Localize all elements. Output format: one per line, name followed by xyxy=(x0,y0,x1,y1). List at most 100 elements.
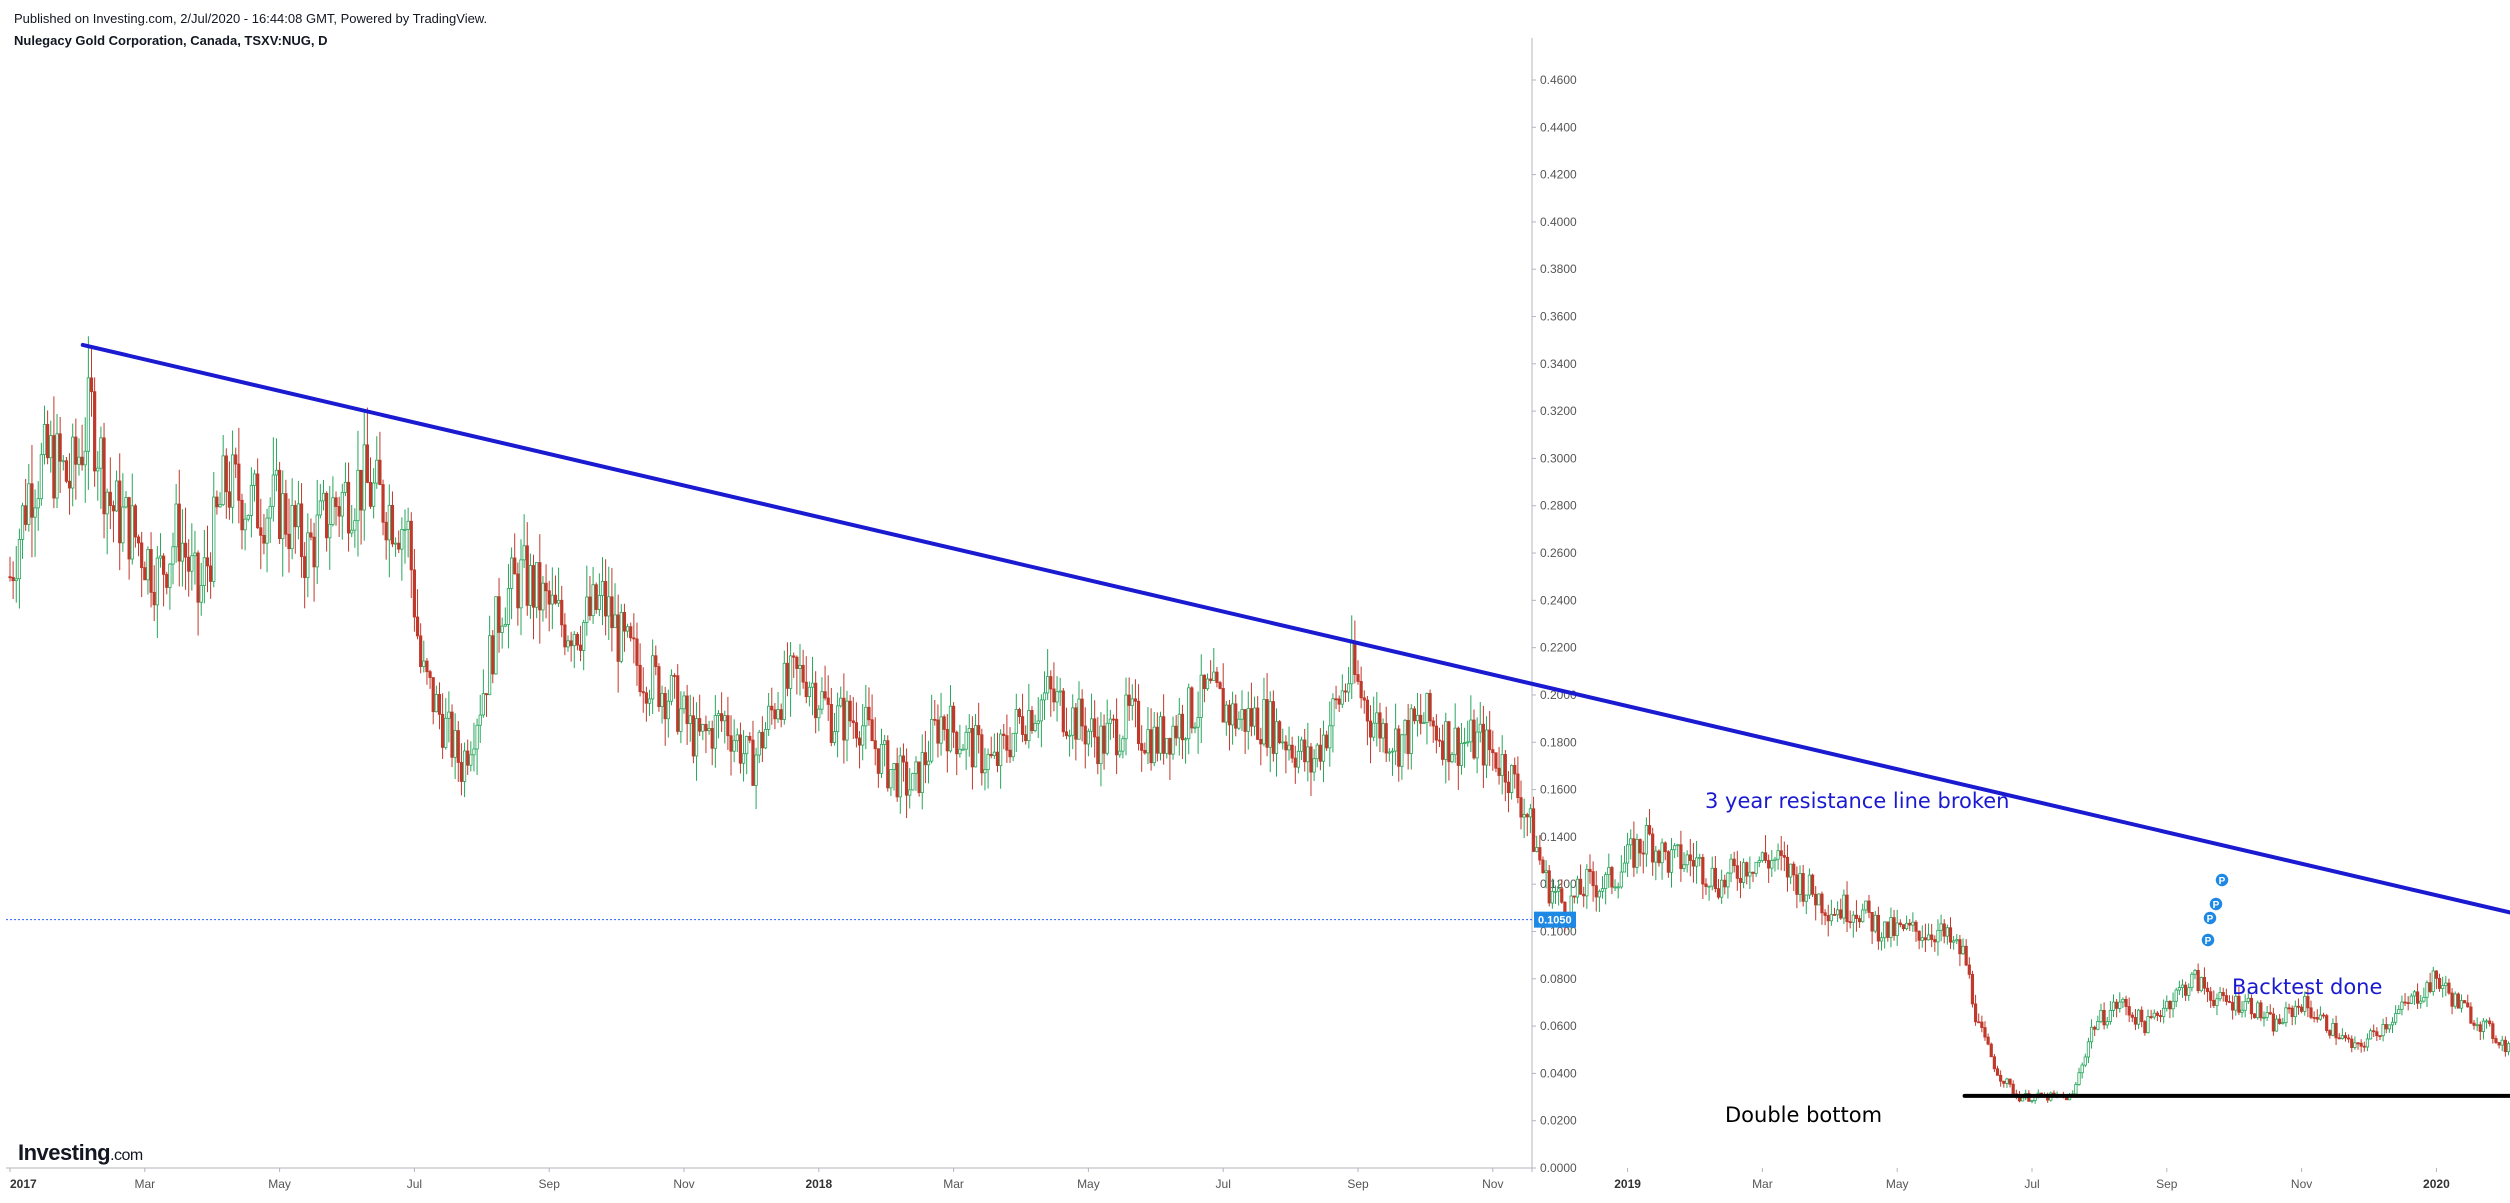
candle-body xyxy=(1149,729,1153,764)
candle-body xyxy=(851,720,855,724)
candle-body xyxy=(1663,842,1667,853)
candle-body xyxy=(177,503,181,562)
candle-body xyxy=(1196,717,1200,728)
candle-body xyxy=(506,588,511,625)
candle-body xyxy=(610,596,614,629)
candle-body xyxy=(1930,934,1934,940)
candle-body xyxy=(1027,710,1031,742)
candle-body xyxy=(607,596,611,617)
event-marker-label: P xyxy=(2207,914,2214,925)
candle-body xyxy=(1152,726,1156,764)
candle-body xyxy=(14,578,18,582)
candle-body xyxy=(118,480,122,544)
candle-body xyxy=(898,755,902,798)
candle-body xyxy=(1654,850,1658,863)
candle-body xyxy=(1977,1021,1981,1024)
candle-body xyxy=(111,505,116,512)
candle-body xyxy=(293,505,297,528)
candle-body xyxy=(2237,995,2241,1013)
candle-body xyxy=(945,729,949,752)
candle-body xyxy=(2083,1056,2087,1066)
candle-body xyxy=(1810,874,1815,895)
candle-body xyxy=(1820,893,1824,914)
candle-body xyxy=(716,713,721,716)
candle-body xyxy=(425,660,429,673)
candle-body xyxy=(538,562,542,611)
y-tick-label: 0.1600 xyxy=(1540,783,1577,797)
candle-body xyxy=(2350,1038,2354,1048)
candle-body xyxy=(1970,973,1975,1005)
candle-body xyxy=(2030,1099,2034,1102)
candle-body xyxy=(1804,894,1808,902)
candle-body xyxy=(1832,914,1837,916)
candle-body xyxy=(817,708,821,719)
candle-body xyxy=(741,753,746,764)
candle-body xyxy=(883,740,887,745)
candle-body xyxy=(1284,741,1288,751)
candle-body xyxy=(1453,727,1457,755)
event-marker: P xyxy=(2214,872,2230,888)
candle-body xyxy=(1535,847,1539,852)
candle-body xyxy=(1049,676,1053,690)
candle-body xyxy=(403,528,407,531)
candle-body xyxy=(1789,863,1793,878)
candle-body xyxy=(2497,1042,2501,1046)
candle-body xyxy=(209,565,213,582)
candle-body xyxy=(1265,699,1269,748)
candle-body xyxy=(256,473,260,529)
candle-body xyxy=(2215,998,2219,1006)
candle-body xyxy=(2419,1000,2423,1004)
candle-body xyxy=(262,534,266,544)
candle-body xyxy=(1983,1027,1987,1038)
candle-body xyxy=(1484,729,1489,766)
candle-body xyxy=(572,634,576,647)
candle-body xyxy=(519,559,523,609)
candle-body xyxy=(2158,1015,2163,1018)
candle-body xyxy=(2152,1012,2156,1018)
candle-body xyxy=(2130,1014,2134,1018)
candle-body xyxy=(1337,698,1341,705)
candle-body xyxy=(1720,879,1724,898)
candle-body xyxy=(340,492,344,517)
candle-body xyxy=(848,700,852,722)
candle-body xyxy=(2171,1000,2175,1010)
candle-body xyxy=(1375,712,1379,724)
candle-body xyxy=(619,612,623,662)
candle-body xyxy=(2190,973,2194,989)
event-marker-label: P xyxy=(2219,876,2226,887)
y-tick-label: 0.0800 xyxy=(1540,972,1577,986)
candle-body xyxy=(1133,698,1138,702)
event-marker: P xyxy=(2208,896,2224,912)
candle-body xyxy=(1760,852,1764,861)
candle-body xyxy=(1121,738,1125,752)
candle-body xyxy=(1158,716,1163,754)
candle-body xyxy=(2312,1016,2316,1019)
candle-body xyxy=(2202,977,2207,989)
candle-body xyxy=(1262,699,1266,745)
candle-body xyxy=(2403,1001,2407,1004)
candle-body xyxy=(1030,710,1034,731)
candle-body xyxy=(1074,707,1078,740)
candle-body xyxy=(1165,738,1169,754)
candle-body xyxy=(500,625,504,633)
candle-body xyxy=(952,705,956,733)
candle-body xyxy=(522,545,526,561)
candle-body xyxy=(1162,716,1166,754)
candle-body xyxy=(1682,864,1686,869)
candle-body xyxy=(992,751,996,757)
y-tick-label: 0.1800 xyxy=(1540,735,1577,749)
candle-body xyxy=(2165,1000,2169,1009)
candle-body xyxy=(36,498,40,509)
candle-body xyxy=(1359,680,1363,699)
candle-body xyxy=(1356,674,1360,682)
candle-body xyxy=(1782,855,1786,858)
candle-body xyxy=(212,496,216,582)
candle-body xyxy=(2459,1000,2464,1009)
candle-body xyxy=(1140,743,1144,751)
candle-body xyxy=(1644,825,1649,855)
candle-body xyxy=(578,644,583,651)
candle-body xyxy=(600,581,605,596)
candle-body xyxy=(328,523,332,539)
